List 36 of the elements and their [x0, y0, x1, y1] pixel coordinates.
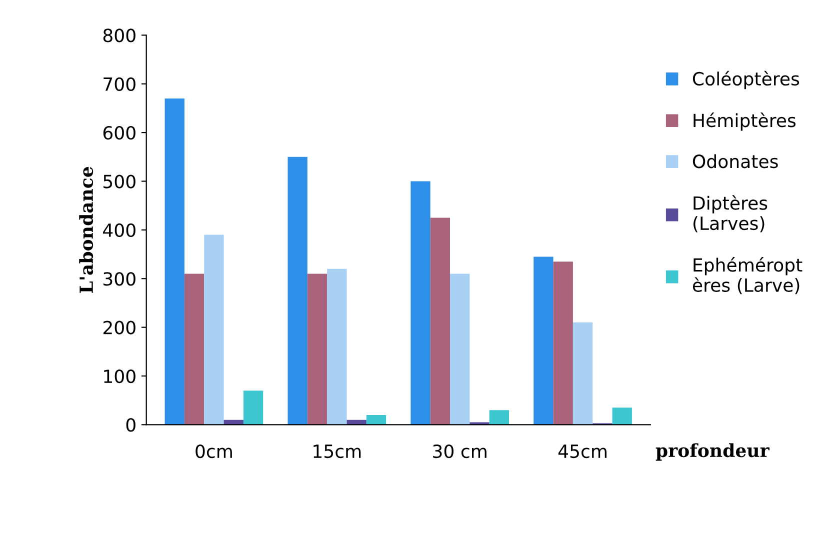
bar [489, 410, 510, 425]
y-tick-label: 800 [103, 28, 136, 42]
bar [327, 268, 347, 425]
bar [612, 408, 632, 425]
y-tick-label: 400 [103, 223, 136, 238]
x-tick-label: 0cm [196, 444, 232, 458]
legend-label: Hémiptères [694, 112, 796, 131]
y-tick-label: 500 [104, 174, 136, 188]
y-tick-label: 200 [103, 320, 136, 334]
bar [307, 274, 328, 425]
bar [243, 390, 264, 425]
x-tick-label: 15cm [314, 444, 361, 458]
legend-label: Coléoptères [692, 70, 800, 90]
legend-label: Ephéméropt ères (Larve) [692, 257, 802, 294]
bar [430, 218, 450, 425]
y-axis-title: L'abondance [79, 166, 94, 293]
y-tick-label: 300 [104, 272, 136, 286]
bar [410, 181, 430, 425]
bar [534, 256, 554, 425]
y-tick-label: 700 [104, 77, 136, 91]
legend-label: Odonates [692, 154, 778, 168]
y-tick-label: 100 [104, 369, 136, 384]
bar [553, 262, 573, 425]
bar [572, 322, 593, 425]
bar [288, 156, 308, 425]
y-tick-label: 0 [126, 418, 136, 432]
bar [184, 274, 204, 425]
bar [366, 414, 386, 425]
bar [204, 234, 224, 425]
x-tick-label: 45cm [558, 444, 606, 458]
legend-label: Diptères (Larves) [693, 195, 768, 232]
y-tick-label: 600 [103, 126, 136, 140]
x-axis-title: profondeur [656, 443, 770, 461]
x-tick-label: 30 cm [433, 444, 486, 458]
bar [450, 274, 470, 425]
bar [164, 98, 184, 425]
